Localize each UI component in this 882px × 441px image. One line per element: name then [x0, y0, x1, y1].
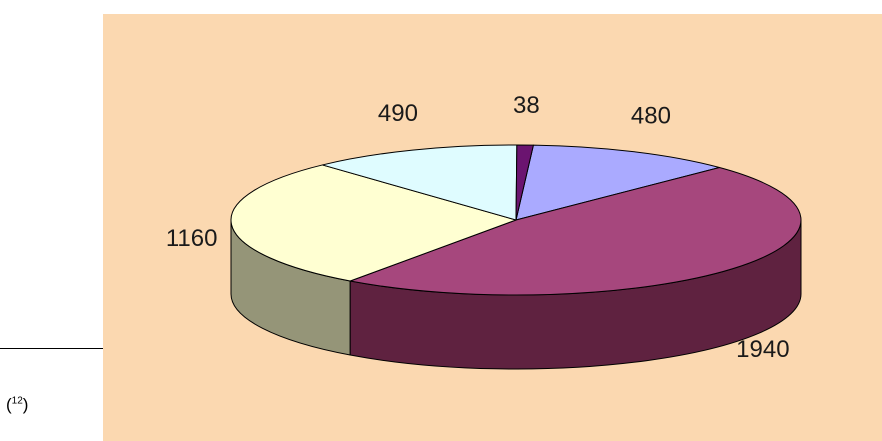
pie-slice-38 — [515, 144, 534, 221]
pie-slice-1160 — [230, 164, 517, 282]
data-label-480: 480 — [631, 102, 671, 129]
data-label-1160: 1160 — [166, 225, 218, 252]
data-label-38: 38 — [513, 92, 540, 119]
pie-tops — [230, 144, 802, 296]
pie-slice-480 — [515, 144, 720, 221]
pie-slice-1940 — [349, 166, 802, 296]
pie-labels: 480 1940 1160 490 38 — [166, 92, 790, 363]
footnote-number: 12 — [11, 395, 23, 407]
footnote-open-paren: ( — [6, 395, 12, 414]
footnote-reference: (12) — [6, 395, 28, 415]
data-label-490: 490 — [378, 100, 418, 127]
footnote-rule — [0, 348, 103, 349]
footnote-close-paren: ) — [22, 395, 29, 414]
pie-chart: 480 1940 1160 490 38 — [103, 14, 882, 441]
pie-slice-490 — [321, 144, 518, 221]
pie-chart-panel: 480 1940 1160 490 38 — [103, 14, 882, 441]
data-label-1940: 1940 — [736, 336, 789, 363]
